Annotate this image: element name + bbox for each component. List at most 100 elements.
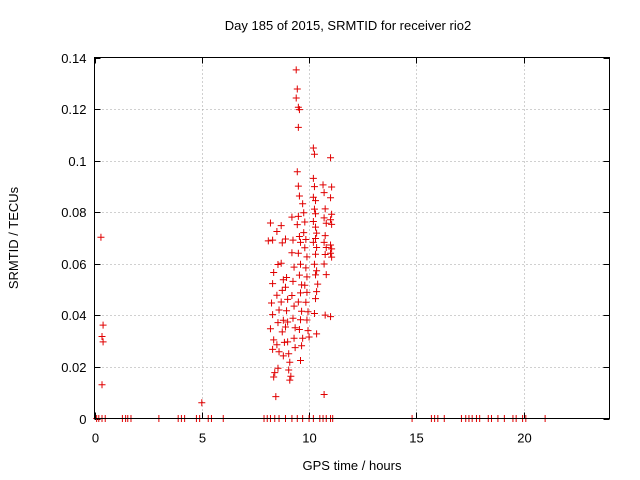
data-point	[281, 323, 289, 331]
data-point	[302, 264, 310, 272]
data-point	[297, 289, 304, 297]
data-point	[313, 288, 321, 296]
data-point	[327, 249, 335, 257]
data-point	[313, 330, 321, 338]
data-point	[320, 214, 328, 222]
x-tick-label: 5	[199, 431, 206, 446]
data-point	[327, 313, 335, 321]
data-point	[297, 356, 304, 364]
data-point	[321, 232, 329, 240]
data-point	[322, 271, 330, 279]
data-point	[313, 229, 321, 237]
data-point	[98, 381, 106, 389]
y-tick-label: 0.1	[68, 154, 86, 169]
y-tick-label: 0.04	[61, 308, 86, 323]
y-tick-label: 0.12	[61, 102, 86, 117]
data-point	[309, 217, 317, 225]
data-point	[305, 333, 313, 341]
data-point	[281, 235, 289, 243]
data-point	[310, 260, 318, 268]
data-point	[294, 298, 302, 306]
data-point	[327, 194, 335, 202]
data-point	[273, 341, 281, 349]
data-point	[268, 299, 276, 307]
data-point	[278, 328, 286, 336]
data-points	[93, 66, 549, 422]
data-point	[293, 168, 301, 176]
data-point	[297, 260, 304, 268]
data-point	[284, 338, 292, 346]
plot-frame	[94, 57, 610, 419]
data-point	[295, 232, 303, 240]
data-point	[287, 372, 295, 380]
data-point	[269, 236, 277, 244]
data-point	[293, 85, 301, 93]
data-point	[293, 221, 301, 229]
data-point	[303, 253, 311, 261]
data-point	[309, 144, 317, 152]
data-point	[264, 237, 272, 245]
data-point	[322, 244, 330, 252]
data-point	[275, 306, 283, 314]
data-point	[270, 269, 278, 277]
data-point	[291, 344, 299, 352]
data-point	[320, 391, 328, 399]
data-point	[281, 283, 289, 291]
data-point	[272, 393, 280, 401]
data-point	[289, 277, 297, 285]
data-point	[99, 338, 107, 346]
data-point	[278, 286, 286, 294]
data-point	[278, 239, 286, 247]
x-tick-label: 0	[92, 431, 99, 446]
data-point	[312, 295, 320, 303]
data-point	[274, 364, 282, 372]
data-point	[295, 106, 303, 114]
data-point	[298, 307, 306, 315]
data-point	[294, 249, 302, 257]
data-point	[319, 181, 327, 189]
data-point	[273, 228, 281, 236]
data-point	[295, 326, 303, 334]
data-point	[320, 238, 328, 246]
data-point	[304, 327, 312, 335]
x-tick-label: 15	[409, 431, 423, 446]
y-tick-label: 0.14	[61, 51, 86, 66]
data-point	[300, 229, 308, 237]
data-point	[291, 324, 299, 332]
grid-lines	[94, 57, 610, 419]
data-point	[274, 261, 282, 269]
data-point	[303, 316, 311, 324]
data-point	[328, 245, 336, 253]
data-point	[310, 150, 318, 158]
data-point	[266, 325, 274, 333]
data-point	[277, 298, 285, 306]
data-point	[98, 333, 106, 341]
data-point	[328, 220, 336, 228]
data-point	[312, 235, 320, 243]
data-point	[279, 352, 287, 360]
data-point	[286, 358, 294, 366]
data-point	[297, 238, 304, 246]
data-point	[269, 311, 277, 319]
data-point	[280, 338, 288, 346]
data-point	[320, 189, 328, 197]
data-point	[294, 182, 302, 190]
y-tick-label: 0.02	[61, 360, 86, 375]
data-point	[285, 350, 293, 358]
data-point	[328, 210, 336, 218]
y-tick-labels: 0 0.02 0.04 0.06 0.08 0.1 0.12 0.14	[61, 51, 86, 427]
data-point	[270, 373, 278, 381]
data-point	[314, 280, 322, 288]
data-point	[303, 288, 311, 296]
data-point	[97, 233, 105, 241]
data-point	[270, 336, 278, 344]
chart-title: Day 185 of 2015, SRMTID for receiver rio…	[225, 18, 471, 33]
data-point	[313, 244, 321, 252]
data-point	[271, 369, 279, 377]
data-point	[312, 223, 320, 231]
y-tick-label: 0.06	[61, 257, 86, 272]
data-point	[294, 123, 302, 131]
data-point	[321, 251, 329, 259]
y-tick-label: 0	[79, 412, 86, 427]
